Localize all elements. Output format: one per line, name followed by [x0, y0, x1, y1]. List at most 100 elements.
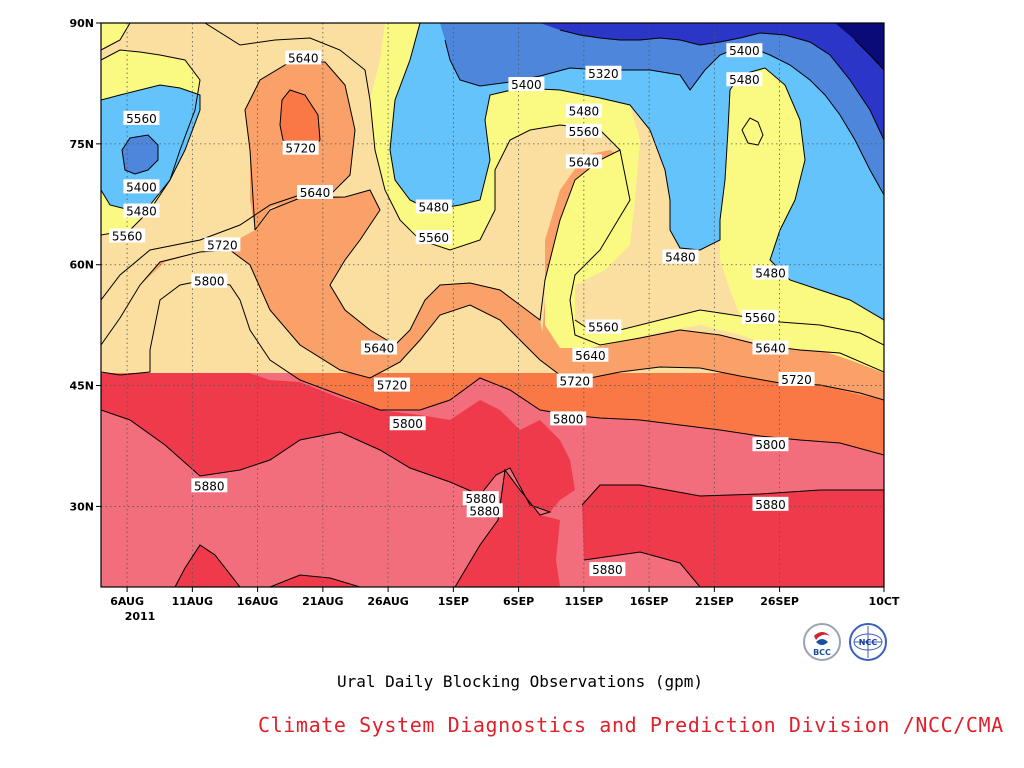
- contour-line-5560-upper: [204, 23, 621, 251]
- contour-label: 5640: [565, 154, 602, 169]
- x-tick-label: 21SEP: [695, 595, 734, 608]
- contour-label: 5720: [282, 140, 319, 156]
- contour-label: 5640: [360, 340, 397, 356]
- contour-label: 5400: [508, 77, 545, 92]
- contour-label-bg: [191, 478, 228, 493]
- contour-label-bg: [565, 103, 602, 118]
- contour-label: 5640: [752, 340, 789, 356]
- y-tick-label: 45N: [69, 380, 94, 393]
- contour-label-text: 5480: [569, 105, 600, 119]
- contour-label: 5800: [191, 273, 228, 289]
- bcc-logo: BCC: [803, 623, 841, 661]
- contour-label-bg: [297, 185, 334, 200]
- contour-label-bg: [282, 140, 319, 155]
- contour-label-text: 5560: [419, 231, 450, 245]
- y-tick-label: 60N: [69, 259, 94, 272]
- contour-label-text: 5640: [755, 342, 786, 356]
- contour-label-text: 5880: [465, 492, 496, 506]
- contour-lines: [101, 23, 884, 587]
- x-tick-label: 10CT: [869, 595, 900, 608]
- contour-line-5480-pocket: [741, 117, 764, 146]
- contour-line-5800: [101, 280, 884, 456]
- x-tick-label: 6SEP: [503, 595, 534, 608]
- contour-label-text: 5800: [553, 412, 584, 426]
- contour-label-text: 5640: [575, 349, 606, 363]
- contour-label: 5880: [191, 478, 228, 493]
- plot-frame: [100, 22, 885, 588]
- contour-label-bg: [589, 562, 626, 577]
- contour-label: 5720: [204, 237, 241, 252]
- contour-label-bg: [565, 123, 602, 138]
- contour-label-bg: [572, 347, 609, 362]
- contour-label-text: 5640: [364, 342, 395, 356]
- contour-label-bg: [191, 273, 228, 288]
- contour-label: 5560: [123, 110, 160, 126]
- x-axis: 6AUG 11AUG 16AUG 21AUG 26AUG 1SEP 6SEP 11SEP 16S…: [110, 587, 900, 608]
- contour-label-text: 5560: [126, 112, 157, 126]
- contour-label: 5560: [585, 319, 622, 335]
- contour-label: 5800: [550, 411, 587, 426]
- contour-label: 5480: [726, 72, 763, 87]
- contour-label: 5720: [556, 373, 593, 389]
- contour-label-text: 5400: [126, 180, 157, 194]
- contour-line-5880-b: [581, 484, 884, 506]
- contour-labels: 5560 5400 5480 5560 5720 5800 5880 5640 5720 5640…: [109, 43, 815, 577]
- contour-label-bg: [556, 373, 593, 388]
- contour-label-bg: [123, 110, 160, 125]
- x-axis-year-label: 2011: [125, 610, 156, 623]
- contour-label: 5480: [415, 199, 452, 215]
- contour-label: 5560: [742, 309, 779, 325]
- contour-line-5880-e: [269, 574, 361, 587]
- contour-label-bg: [752, 437, 789, 452]
- contour-label-text: 5880: [194, 479, 225, 493]
- contour-label-text: 5720: [377, 379, 408, 393]
- contour-label: 5560: [109, 228, 146, 244]
- contour-label-text: 5720: [781, 373, 812, 387]
- contour-label-text: 5720: [207, 238, 238, 252]
- contour-line-5400-north: [444, 39, 884, 196]
- contour-label-bg: [752, 265, 789, 280]
- contour-label-bg: [109, 228, 146, 243]
- contour-label: 5480: [752, 265, 789, 281]
- contour-label: 5880: [466, 503, 503, 518]
- contour-line-5640-a: [101, 61, 356, 301]
- contour-label-text: 5480: [729, 73, 760, 87]
- contour-label-bg: [508, 77, 545, 92]
- contour-line-5400-west: [121, 134, 159, 175]
- contour-line-5880-a: [101, 409, 552, 587]
- svg-text:BCC: BCC: [813, 648, 831, 657]
- contour-label-text: 5720: [285, 142, 316, 156]
- contour-label-bg: [415, 230, 452, 245]
- contour-label: 5640: [297, 185, 334, 200]
- contour-label-bg: [585, 319, 622, 334]
- x-tick-label: 16SEP: [630, 595, 669, 608]
- contour-label-bg: [123, 179, 160, 194]
- x-tick-label: 16AUG: [237, 595, 278, 608]
- contour-label: 5480: [662, 249, 699, 264]
- contour-label-bg: [204, 237, 241, 252]
- contour-label-text: 5320: [588, 67, 619, 81]
- contour-chart: 5560 5400 5480 5560 5720 5800 5880 5640 5720 5640…: [69, 17, 900, 623]
- contour-label: 5480: [123, 203, 160, 219]
- contour-label-text: 5640: [288, 51, 319, 65]
- contour-label-bg: [123, 203, 160, 218]
- band-5480-5560-upper: [205, 23, 884, 373]
- contour-label-text: 5480: [126, 205, 157, 219]
- contour-label: 5880: [752, 496, 789, 512]
- contour-label-text: 5480: [419, 201, 450, 215]
- contour-label: 5640: [285, 50, 322, 65]
- contour-label-bg: [662, 249, 699, 264]
- contour-label: 5480: [565, 103, 602, 119]
- contour-label: 5720: [374, 377, 411, 393]
- contour-label-text: 5640: [569, 155, 600, 169]
- contour-label-bg: [726, 43, 763, 58]
- x-tick-label: 21AUG: [302, 595, 343, 608]
- contour-label: 5720: [778, 371, 815, 387]
- contour-label-text: 5800: [755, 438, 786, 452]
- contour-label-text: 5880: [469, 504, 500, 518]
- x-tick-label: 11SEP: [564, 595, 603, 608]
- contour-label-bg: [550, 411, 587, 426]
- contour-label-text: 5400: [729, 44, 760, 58]
- contour-label-text: 5800: [194, 275, 225, 289]
- contour-label-bg: [285, 50, 322, 65]
